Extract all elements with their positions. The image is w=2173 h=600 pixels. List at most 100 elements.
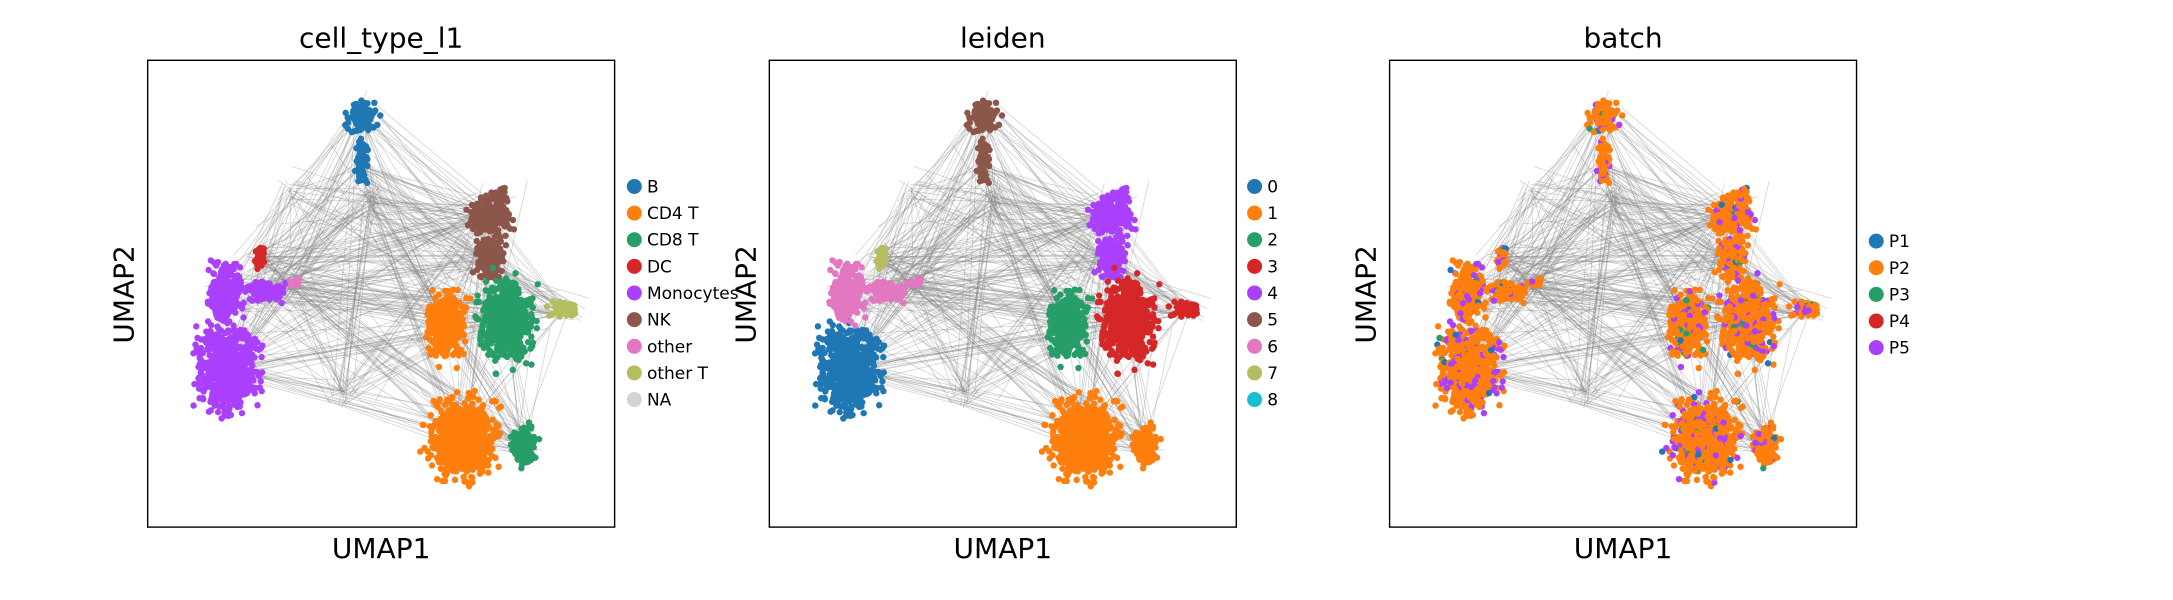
graph-edge <box>227 248 483 365</box>
graph-edge <box>305 220 492 254</box>
graph-edge <box>231 321 447 368</box>
graph-edge <box>297 115 358 290</box>
cell-point <box>526 296 533 303</box>
graph-edge <box>952 144 1147 437</box>
graph-edge <box>216 211 488 362</box>
cell-point <box>485 469 492 476</box>
cell-point <box>500 303 508 310</box>
graph-edge <box>911 207 997 287</box>
graph-edge <box>255 230 481 286</box>
cell-point <box>437 343 445 350</box>
graph-edge <box>268 204 364 248</box>
cell-point <box>445 407 452 414</box>
graph-edge <box>222 210 493 372</box>
cell-point <box>453 364 460 372</box>
cell-point <box>419 421 426 428</box>
axes-frame <box>146 59 616 528</box>
graph-edge <box>352 316 502 400</box>
cell-point <box>223 353 230 360</box>
cell-point <box>489 327 496 335</box>
graph-edge <box>342 213 489 393</box>
cell-point <box>452 297 459 304</box>
cell-point <box>431 349 439 356</box>
cell-point <box>989 123 996 130</box>
cell-point <box>493 421 500 428</box>
graph-edge <box>376 193 568 309</box>
cell-point <box>205 379 212 386</box>
graph-edge <box>230 205 481 371</box>
cell-point <box>1128 225 1135 232</box>
graph-edge <box>987 201 1111 216</box>
graph-edge <box>255 154 372 228</box>
cell-point <box>484 238 491 246</box>
cell-point <box>207 286 215 294</box>
graph-edge <box>338 190 372 406</box>
graph-edge <box>287 256 492 289</box>
cell-point <box>348 128 356 136</box>
cell-point <box>502 232 509 239</box>
cell-point <box>278 299 285 307</box>
cell-point <box>434 403 441 411</box>
graph-edge <box>297 159 362 278</box>
graph-edge <box>983 118 1060 311</box>
graph-edge <box>230 319 514 376</box>
cell-point <box>223 273 231 280</box>
graph-edge <box>913 165 993 194</box>
cell-point <box>528 333 535 340</box>
cell-point <box>979 97 987 104</box>
cell-point <box>215 310 222 317</box>
cell-point <box>374 121 381 129</box>
cell-point <box>273 295 280 303</box>
graph-edge <box>359 189 565 304</box>
cell-point <box>979 126 986 133</box>
cell-point <box>471 387 478 395</box>
cell-point <box>488 189 495 196</box>
cell-point <box>490 428 497 435</box>
graph-edge <box>890 288 1154 463</box>
cell-point <box>449 393 456 401</box>
cell-point <box>229 271 236 279</box>
cell-point <box>1124 242 1131 249</box>
graph-edge <box>358 162 568 320</box>
cell-point <box>480 224 487 232</box>
graph-edge <box>963 152 978 399</box>
graph-edge <box>286 195 480 258</box>
graph-edge <box>293 210 491 309</box>
cell-point <box>479 413 487 421</box>
graph-edge <box>233 260 487 372</box>
cell-point <box>459 309 466 316</box>
cell-point <box>248 297 256 304</box>
cell-point <box>548 311 556 318</box>
graph-edge <box>255 215 481 262</box>
cell-point <box>473 298 480 306</box>
graph-edge <box>357 160 496 255</box>
cell-point <box>552 303 559 311</box>
cell-point <box>481 332 489 340</box>
graph-edge <box>364 211 555 304</box>
graph-edge <box>920 121 984 286</box>
cell-point <box>219 390 226 397</box>
cell-point <box>429 287 436 294</box>
graph-edge <box>847 211 1098 369</box>
cell-point <box>204 318 212 325</box>
cell-point <box>509 328 517 335</box>
graph-edge <box>915 180 1117 222</box>
cell-point <box>441 297 448 304</box>
graph-edge <box>979 162 1189 320</box>
graph-edge <box>268 300 453 322</box>
graph-edge <box>357 163 449 433</box>
graph-edge <box>256 201 380 259</box>
cell-point <box>478 462 485 470</box>
graph-edge <box>222 190 371 356</box>
cell-point <box>360 102 368 109</box>
cell-point <box>431 327 439 335</box>
cell-point <box>438 426 445 433</box>
cell-point <box>206 336 213 343</box>
graph-edge <box>256 203 376 292</box>
graph-edge <box>495 352 521 441</box>
graph-edge <box>877 246 1114 254</box>
cell-point <box>498 267 505 275</box>
graph-edge <box>359 168 566 318</box>
